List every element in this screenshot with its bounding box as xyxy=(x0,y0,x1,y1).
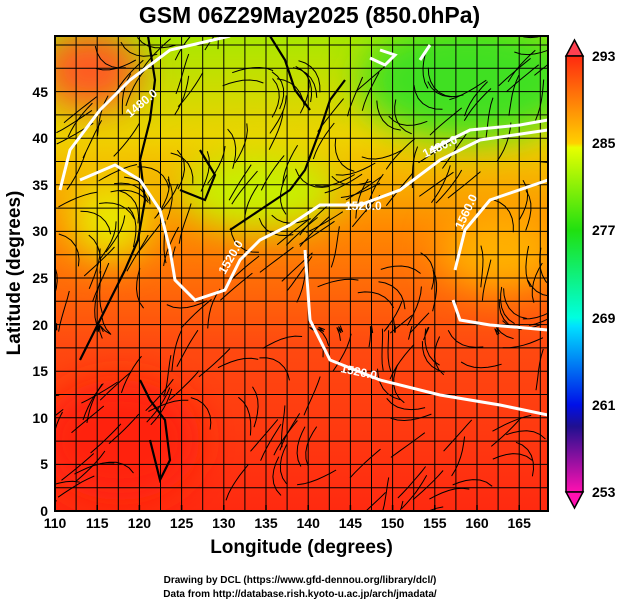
x-tick-label: 110 xyxy=(43,515,67,531)
y-tick-label: 20 xyxy=(32,316,48,333)
lat-lon-grid xyxy=(55,36,548,511)
colorbar-min-arrow xyxy=(564,491,585,510)
colorbar-tick-label: 253 xyxy=(592,484,616,500)
colorbar-tick-label: 293 xyxy=(592,48,616,64)
y-tick-label: 25 xyxy=(32,270,48,286)
colorbar-tick-label: 277 xyxy=(592,222,616,239)
credit-dcl: Drawing by DCL (https://www.gfd-dennou.o… xyxy=(163,575,437,586)
colorbar-max-arrow xyxy=(564,38,585,57)
x-tick-label: 115 xyxy=(85,515,109,531)
x-tick-label: 130 xyxy=(212,515,236,531)
y-tick-label: 5 xyxy=(40,456,48,473)
colorbar-tick-label: 261 xyxy=(592,396,616,413)
colorbar-tick-label: 269 xyxy=(592,309,616,326)
x-tick-label: 120 xyxy=(127,515,152,531)
x-tick-label: 140 xyxy=(296,515,320,531)
y-tick-label: 0 xyxy=(40,503,48,519)
y-tick-label: 15 xyxy=(32,363,48,380)
y-tick-label: 45 xyxy=(32,83,48,100)
chart-title: GSM 06Z29May2025 (850.0hPa) xyxy=(138,2,481,28)
credit-data: Data from http://database.rish.kyoto-u.a… xyxy=(163,589,437,600)
x-axis-label: Longitude (degrees) xyxy=(210,537,393,558)
y-axis-label: Latitude (degrees) xyxy=(4,190,25,356)
y-tick-label: 40 xyxy=(32,130,48,147)
y-tick-label: 35 xyxy=(32,176,48,193)
wind-streamlines xyxy=(55,36,548,511)
y-tick-label: 10 xyxy=(32,409,48,426)
x-tick-label: 145 xyxy=(338,515,363,531)
coastlines xyxy=(79,36,346,484)
height-contours xyxy=(58,36,548,417)
colorbar-tick-label: 285 xyxy=(592,135,616,152)
plot-frame xyxy=(54,35,549,512)
x-tick-label: 165 xyxy=(507,515,531,531)
y-tick-label: 30 xyxy=(32,223,48,240)
x-tick-label: 160 xyxy=(465,515,489,531)
x-tick-label: 150 xyxy=(380,515,405,531)
contour-label: 1520.0 xyxy=(345,199,382,213)
x-tick-label: 135 xyxy=(254,515,278,531)
x-tick-label: 125 xyxy=(169,515,194,531)
colorbar xyxy=(564,38,585,510)
x-tick-label: 155 xyxy=(423,515,447,531)
